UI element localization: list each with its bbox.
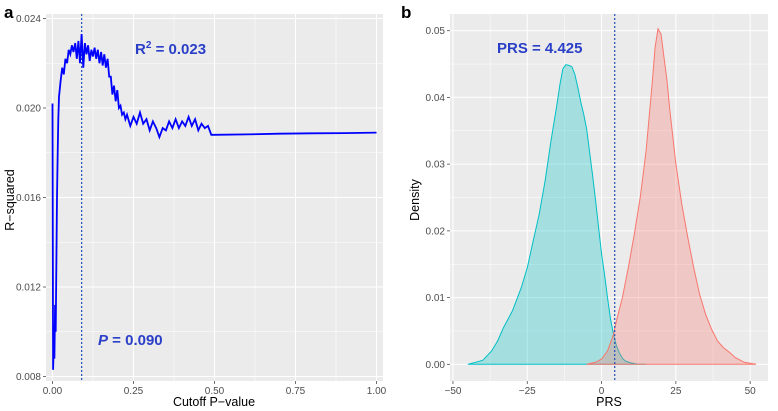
y-tick-label: 0.00 <box>426 360 446 371</box>
panel-b-letter: b <box>401 3 411 22</box>
y-tick-label: 0.03 <box>426 160 446 171</box>
x-tick-label: 50 <box>745 386 757 397</box>
y-axis-title-a: R−squared <box>3 169 17 231</box>
density-area-group-2 <box>586 27 757 365</box>
panel-a: a 0.00 0.25 0.50 0.75 1.00 0.008 0.012 0.016 0.0… <box>3 3 387 409</box>
y-tick-label: 0.008 <box>16 372 41 383</box>
x-tick-label: 1.00 <box>367 386 387 397</box>
p-annotation-italic: P <box>98 332 109 349</box>
x-tick-label: −50 <box>444 386 461 397</box>
y-tick-label: 0.02 <box>426 226 446 237</box>
x-tick-label: 0.50 <box>205 386 225 397</box>
y-axis-title-b: Density <box>408 178 422 220</box>
x-axis-title-a: Cutoff P−value <box>173 395 255 409</box>
x-tick-label: 0.00 <box>43 386 63 397</box>
y-tick-label: 0.05 <box>426 26 446 37</box>
r2-annotation-value: = 0.023 <box>151 41 206 58</box>
x-tick-label: 0.25 <box>124 386 144 397</box>
x-tick-label: 0.75 <box>286 386 306 397</box>
p-annotation: P = 0.090 <box>98 332 163 349</box>
x-axis-title-b: PRS <box>596 395 622 409</box>
y-tick-label: 0.01 <box>426 293 446 304</box>
x-tick-label: −25 <box>519 386 536 397</box>
y-tick-label: 0.016 <box>16 193 41 204</box>
x-tick-label: 25 <box>670 386 682 397</box>
p-annotation-value: = 0.090 <box>108 332 163 349</box>
x-tick-label: 0 <box>599 386 605 397</box>
panel-a-letter: a <box>4 3 14 22</box>
y-tick-label: 0.020 <box>16 103 41 114</box>
prs-annotation: PRS = 4.425 <box>497 40 582 57</box>
r-squared-line <box>51 34 377 370</box>
y-tick-label: 0.04 <box>426 93 446 104</box>
y-tick-label: 0.012 <box>16 283 41 294</box>
r2-annotation-sup: 2 <box>146 40 152 51</box>
y-tick-label: 0.024 <box>16 14 41 25</box>
density-area-group-1 <box>467 64 647 365</box>
panel-b: b −50 −25 0 25 50 0.00 0.01 0.02 0.03 0.04 0.05 PR… <box>401 3 768 409</box>
r2-annotation-prefix: R <box>135 41 146 58</box>
r2-annotation: R2 = 0.023 <box>135 40 206 58</box>
